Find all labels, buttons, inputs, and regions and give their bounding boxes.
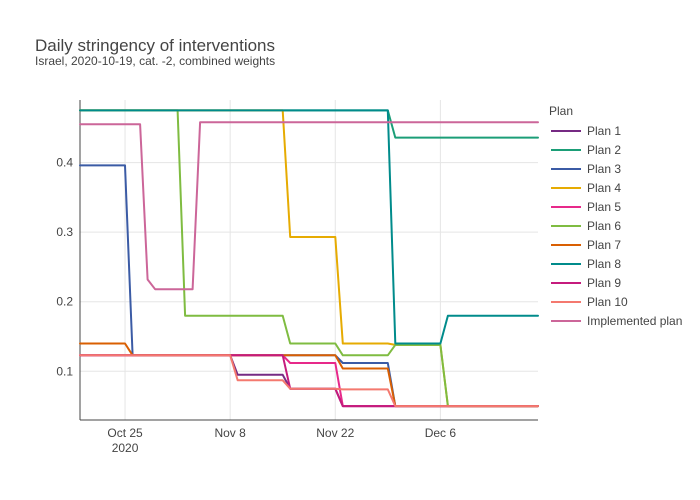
legend-item: Implemented plan [551, 314, 682, 328]
grid [80, 100, 538, 420]
legend-title: Plan [549, 104, 573, 118]
y-tick-label: 0.3 [56, 225, 73, 239]
x-tick-label: Dec 6 [425, 426, 457, 440]
series-line-4 [79, 109, 539, 408]
x-tick-label: Oct 25 [107, 426, 143, 440]
x-tick-label: Nov 8 [214, 426, 246, 440]
series-line-6 [79, 109, 539, 408]
legend-label: Plan 9 [587, 276, 621, 290]
series-line-11 [79, 121, 539, 291]
legend-item: Plan 5 [551, 200, 621, 214]
legend-item: Plan 8 [551, 257, 621, 271]
legend-item: Plan 2 [551, 143, 621, 157]
series-line-8 [79, 109, 539, 345]
y-tick-label: 0.2 [56, 295, 73, 309]
legend: Plan Plan 1 Plan 2 Plan 3 Plan 4 Plan 5 Plan … [549, 104, 682, 328]
legend-label: Plan 8 [587, 257, 621, 271]
series-line-5 [79, 354, 539, 408]
legend-label: Plan 10 [587, 295, 628, 309]
legend-label: Plan 7 [587, 238, 621, 252]
chart-subtitle: Israel, 2020-10-19, cat. -2, combined we… [35, 54, 275, 68]
chart-title: Daily stringency of interventions [35, 36, 275, 55]
legend-item: Plan 6 [551, 219, 621, 233]
legend-label: Plan 2 [587, 143, 621, 157]
legend-label: Plan 4 [587, 181, 621, 195]
legend-item: Plan 1 [551, 124, 621, 138]
series-line-10 [79, 354, 539, 408]
y-tick-label: 0.1 [56, 364, 73, 378]
legend-item: Plan 3 [551, 162, 621, 176]
legend-label: Plan 5 [587, 200, 621, 214]
legend-label: Plan 1 [587, 124, 621, 138]
legend-item: Plan 4 [551, 181, 621, 195]
legend-item: Plan 7 [551, 238, 621, 252]
y-tick-label: 0.4 [56, 156, 73, 170]
series-lines [79, 109, 539, 408]
legend-item: Plan 9 [551, 276, 621, 290]
legend-item: Plan 10 [551, 295, 628, 309]
legend-label: Plan 3 [587, 162, 621, 176]
series-line-3 [79, 164, 539, 408]
x-tick-sublabel: 2020 [112, 441, 139, 455]
legend-label: Implemented plan [587, 314, 682, 328]
series-line-7 [79, 342, 539, 408]
series-line-2 [79, 109, 539, 139]
x-tick-label: Nov 22 [316, 426, 354, 440]
legend-label: Plan 6 [587, 219, 621, 233]
